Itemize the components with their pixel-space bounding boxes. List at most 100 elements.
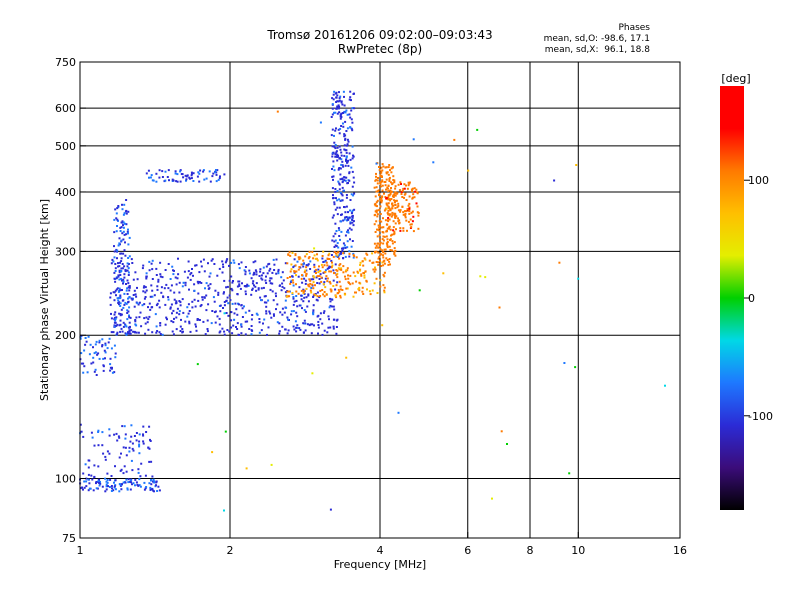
echo-point (228, 294, 231, 297)
echo-point (374, 246, 377, 249)
echo-point (400, 183, 402, 185)
echo-point (290, 268, 293, 271)
echo-point (338, 198, 341, 201)
echo-point (267, 326, 270, 329)
echo-point (137, 331, 140, 334)
echo-point (345, 194, 348, 196)
echo-point (283, 287, 286, 290)
echo-point (338, 257, 341, 260)
echo-point (149, 176, 152, 179)
echo-point (302, 265, 305, 268)
echo-point (337, 227, 340, 230)
echo-point (122, 280, 125, 283)
echo-point (154, 313, 157, 316)
echo-point (381, 189, 384, 192)
echo-point (349, 222, 352, 225)
echo-point (476, 128, 479, 131)
echo-point (259, 270, 262, 273)
echo-point (150, 479, 153, 482)
echo-point (113, 324, 116, 327)
echo-point (323, 295, 326, 298)
echo-point (142, 264, 145, 267)
echo-point (298, 258, 301, 261)
echo-point (334, 208, 337, 211)
echo-point (221, 271, 224, 274)
x-tick-label: 6 (464, 544, 471, 557)
echo-point (302, 290, 305, 293)
echo-point (333, 90, 336, 93)
echo-point (338, 268, 341, 271)
echo-point (222, 292, 225, 295)
echo-point (250, 318, 253, 321)
echo-point (323, 329, 326, 332)
echo-point (386, 186, 389, 189)
echo-point (342, 242, 345, 245)
echo-point (305, 266, 308, 269)
echo-point (334, 263, 337, 266)
echo-point (341, 178, 344, 181)
echo-point (125, 212, 128, 215)
echo-point (350, 109, 353, 112)
echo-point (329, 300, 332, 303)
echo-point (384, 184, 387, 187)
echo-point (155, 180, 158, 183)
echo-point (104, 458, 107, 461)
echo-point (223, 333, 226, 336)
echo-point (171, 265, 174, 268)
echo-point (413, 196, 416, 199)
echo-point (184, 284, 187, 287)
echo-point (388, 258, 391, 260)
echo-point (125, 454, 128, 457)
echo-point (336, 100, 339, 103)
echo-point (262, 322, 264, 325)
echo-point (379, 198, 381, 200)
echo-point (150, 262, 153, 265)
echo-point (136, 286, 138, 289)
echo-point (187, 312, 190, 315)
echo-point (106, 481, 109, 484)
echo-point (132, 330, 135, 333)
echo-point (113, 245, 115, 248)
echo-point (382, 256, 385, 259)
echo-point (319, 289, 322, 292)
echo-point (180, 318, 182, 321)
echo-point (120, 226, 123, 229)
echo-point (338, 254, 341, 257)
echo-point (265, 275, 267, 278)
echo-point (383, 275, 386, 278)
echo-point (359, 261, 362, 264)
echo-point (225, 259, 228, 262)
echo-point (93, 370, 96, 373)
echo-point (119, 294, 122, 297)
echo-point (151, 278, 154, 280)
echo-point (144, 332, 147, 335)
echo-point (381, 238, 384, 241)
echo-point (382, 254, 384, 257)
echo-point (196, 175, 199, 178)
echo-point (218, 177, 221, 180)
echo-point (113, 481, 115, 484)
echo-point (348, 250, 351, 253)
echo-point (327, 267, 330, 269)
echo-point (340, 158, 343, 161)
echo-point (124, 301, 127, 304)
echo-point (219, 175, 221, 178)
echo-point (256, 313, 259, 316)
echo-point (406, 187, 409, 190)
echo-point (118, 287, 121, 290)
echo-point (190, 177, 193, 180)
echo-point (313, 276, 316, 279)
echo-point (188, 310, 191, 312)
echo-point (339, 285, 342, 288)
echo-point (380, 185, 383, 188)
echo-point (327, 326, 330, 329)
echo-point (274, 292, 277, 295)
echo-point (353, 208, 356, 211)
echo-point (323, 260, 326, 263)
echo-point (332, 160, 335, 163)
echo-point (399, 209, 402, 212)
echo-point (316, 282, 319, 284)
echo-point (113, 299, 116, 302)
